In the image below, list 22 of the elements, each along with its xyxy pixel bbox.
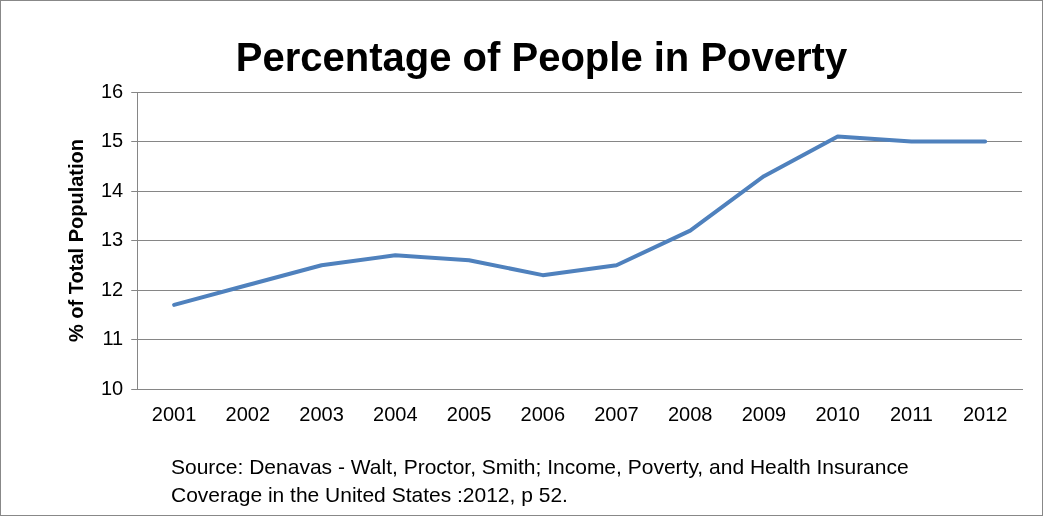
y-tick-label: 16	[101, 79, 124, 102]
x-tick-label: 2003	[299, 402, 344, 425]
y-tick-label: 13	[101, 228, 124, 251]
x-tick-label: 2010	[815, 402, 860, 425]
y-tick-label: 15	[101, 129, 124, 152]
chart-title: Percentage of People in Poverty	[235, 35, 848, 80]
y-tick-label: 10	[101, 376, 124, 399]
x-tick-label: 2004	[373, 402, 418, 425]
source-note: Source: Denavas - Walt, Proctor, Smith; Income, Poverty, and Health Insurance Coverage in the United States :2012, p 52.	[171, 454, 910, 508]
x-tick-label: 2007	[594, 402, 639, 425]
y-axis-title: % of Total Population	[64, 139, 87, 342]
y-tick-label: 14	[101, 178, 124, 201]
x-tick-label: 2008	[667, 402, 713, 425]
x-tick-label: 2005	[446, 402, 492, 425]
x-tick-label: 2001	[151, 402, 197, 425]
x-tick-label: 2012	[962, 402, 1008, 425]
x-tick-label: 2009	[741, 402, 787, 425]
x-tick-label: 2006	[520, 402, 566, 425]
y-tick-label: 12	[101, 277, 124, 300]
y-tick-label: 11	[102, 327, 124, 350]
x-tick-label: 2002	[225, 402, 271, 425]
x-tick-label: 2011	[889, 402, 933, 425]
